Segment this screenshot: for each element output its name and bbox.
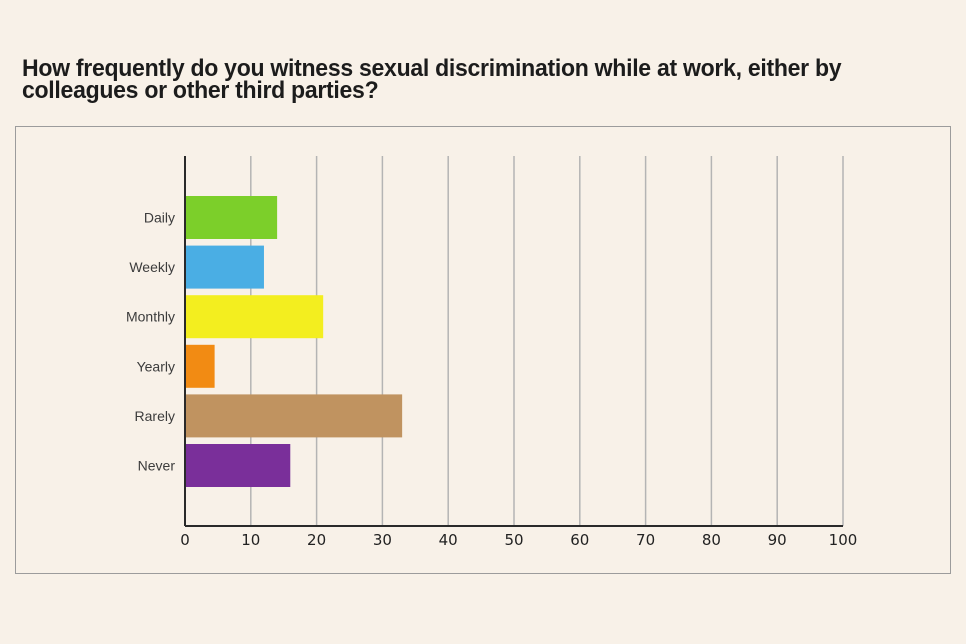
bar-weekly [185, 245, 264, 289]
category-label: Weekly [129, 259, 175, 275]
category-label: Never [138, 458, 176, 474]
bar-rarely [185, 394, 403, 438]
x-tick-label: 60 [570, 531, 589, 549]
x-tick-label: 10 [241, 531, 260, 549]
bar-monthly [185, 295, 324, 339]
category-label: Daily [144, 210, 175, 226]
chart-title: How frequently do you witness sexual dis… [22, 55, 842, 104]
x-tick-label: 70 [636, 531, 655, 549]
x-tick-label: 0 [180, 531, 190, 549]
x-tick-label: 40 [439, 531, 458, 549]
x-tick-label: 50 [504, 531, 523, 549]
bar-never [185, 444, 291, 487]
category-label: Monthly [126, 309, 175, 325]
chart-frame [15, 126, 951, 574]
x-tick-label: 100 [829, 531, 858, 549]
category-label: Yearly [137, 358, 175, 374]
bar-daily [185, 196, 278, 239]
x-tick-label: 90 [768, 531, 787, 549]
category-label: Rarely [135, 408, 175, 424]
x-tick-label: 20 [307, 531, 326, 549]
x-tick-label: 30 [373, 531, 392, 549]
bar-yearly [185, 344, 215, 388]
x-tick-label: 80 [702, 531, 721, 549]
